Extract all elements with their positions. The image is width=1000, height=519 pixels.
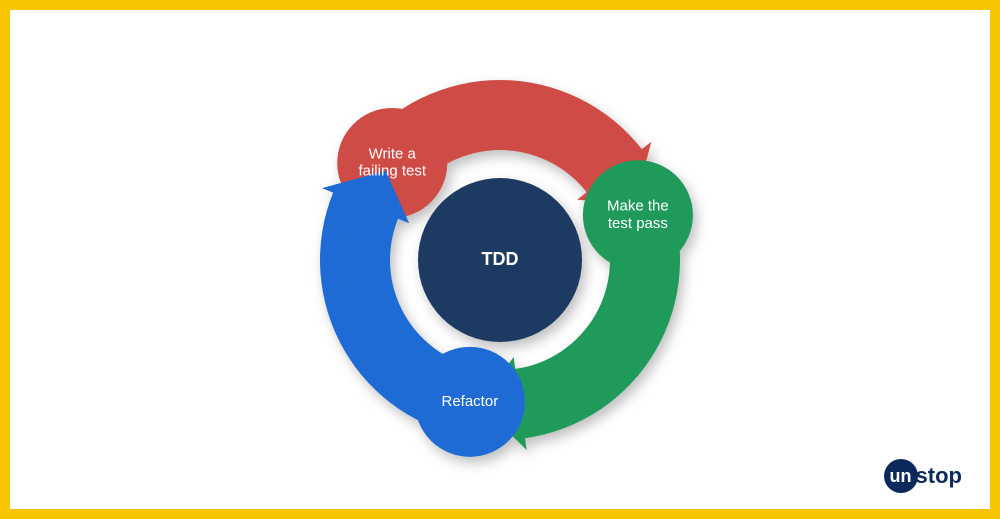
tdd-cycle-diagram: Write afailing testMake thetest passRefa…: [280, 40, 720, 480]
cycle-label-refactor: Refactor: [441, 392, 498, 409]
center-label: TDD: [482, 248, 519, 268]
logo-text: stop: [916, 463, 962, 489]
logo-bubble: un: [884, 459, 918, 493]
diagram-frame: Write afailing testMake thetest passRefa…: [0, 0, 1000, 519]
unstop-logo: un stop: [884, 459, 962, 493]
cycle-label-make-test-pass: Make thetest pass: [607, 197, 669, 231]
